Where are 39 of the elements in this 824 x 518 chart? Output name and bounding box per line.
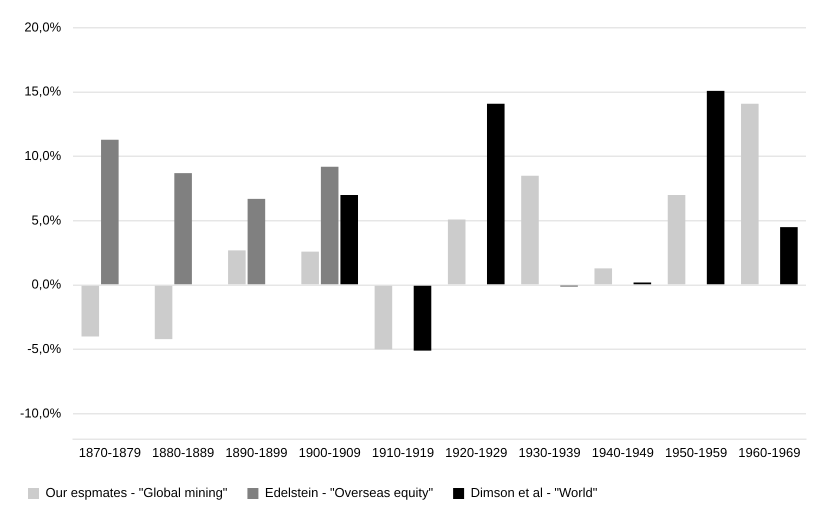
x-tick-label: 1920-1929 <box>445 444 508 460</box>
y-tick-label: 15,0% <box>24 84 62 99</box>
bar <box>414 286 432 351</box>
bar <box>706 90 724 284</box>
y-tick-label: 0,0% <box>32 276 62 292</box>
bar <box>374 286 392 350</box>
x-tick-label: 1880-1889 <box>152 444 214 460</box>
bar <box>594 268 612 284</box>
bar <box>340 195 358 284</box>
x-tick-label: 1950-1959 <box>664 444 728 460</box>
bar <box>486 104 505 284</box>
legend-label: Dimson et al - "World" <box>470 485 598 500</box>
bar <box>448 219 466 284</box>
bar <box>741 104 759 284</box>
y-tick-label: 5,0% <box>32 212 62 228</box>
bar <box>81 286 100 336</box>
bar <box>301 252 319 284</box>
bar <box>228 250 246 284</box>
bar <box>780 227 798 284</box>
x-tick-label: 1870-1879 <box>78 444 141 460</box>
bar <box>248 198 266 284</box>
x-tick-label: 1930-1939 <box>518 444 581 460</box>
x-tick-label: 1900-1909 <box>298 444 361 460</box>
x-tick-label: 1890-1899 <box>225 444 288 460</box>
bar <box>174 173 192 284</box>
x-tick-label: 1960-1969 <box>738 444 800 460</box>
x-tick-label: 1940-1949 <box>592 444 654 460</box>
bar <box>668 195 686 284</box>
legend-label: Our espmates - "Global mining" <box>46 485 228 500</box>
x-tick-label: 1910-1919 <box>372 444 434 460</box>
bar <box>521 176 539 284</box>
y-tick-label: 20,0% <box>24 19 62 34</box>
y-tick-label: -10,0% <box>20 405 62 420</box>
bar <box>320 166 338 284</box>
y-tick-label: -5,0% <box>27 340 62 356</box>
bar <box>154 286 172 340</box>
y-tick-label: 10,0% <box>24 148 62 164</box>
legend-label: Edelstein - "Overseas equity" <box>264 485 434 500</box>
bar <box>101 140 119 284</box>
